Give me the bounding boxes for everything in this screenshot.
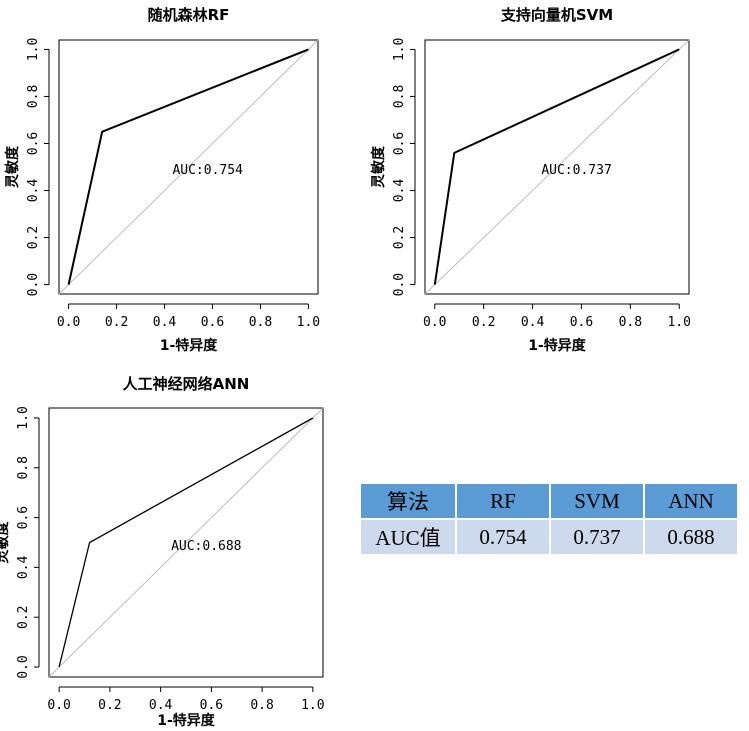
roc-curve	[58, 417, 314, 668]
reference-diagonal	[48, 407, 324, 678]
y-tick-label: 0.4	[392, 179, 407, 203]
y-tick-label: 0.2	[392, 226, 407, 249]
y-tick-label: 0.6	[16, 506, 31, 529]
x-tick-label: 0.6	[200, 698, 223, 713]
x-tick-label: 1.0	[301, 698, 324, 713]
x-axis-label: 1-特异度	[157, 712, 216, 729]
y-tick-label: 1.0	[392, 38, 407, 61]
chart-title: 支持向量机SVM	[500, 6, 613, 24]
y-tick-label: 0.4	[26, 179, 41, 203]
table-header-cell: 算法	[361, 484, 457, 520]
x-tick-label: 0.8	[250, 698, 273, 713]
table-header-cell: ANN	[645, 484, 739, 520]
x-tick-label: 0.4	[153, 315, 177, 330]
plot-frame	[424, 39, 690, 295]
auc-annotation: AUC:0.688	[171, 539, 241, 554]
auc-annotation: AUC:0.737	[541, 163, 611, 178]
x-tick-label: 0.0	[57, 315, 80, 330]
y-tick-label: 0.0	[16, 655, 31, 678]
y-tick-label: 0.8	[16, 456, 31, 479]
roc-chart-3: 人工神经网络ANN 0.0 0.2 0.4 0.6 0.8 1.0 1-特异度 0.0 0.2 0.…	[0, 375, 325, 729]
reference-diagonal	[424, 39, 690, 295]
x-tick-label: 0.2	[105, 315, 128, 330]
x-tick-label: 0.0	[423, 315, 446, 330]
chart-title: 随机森林RF	[148, 6, 230, 24]
y-tick-label: 0.8	[392, 85, 407, 108]
roc-chart-2: 支持向量机SVM 0.0 0.2 0.4 0.6 0.8 1.0 1-特异度 0.0 0.2 0.4…	[370, 6, 691, 354]
y-tick-label: 0.8	[26, 85, 41, 108]
y-axis-label: 灵敏度	[0, 521, 11, 564]
roc-curve	[433, 48, 680, 285]
y-tick-label: 1.0	[26, 38, 41, 61]
x-tick-label: 0.6	[570, 315, 593, 330]
x-tick-label: 0.2	[98, 698, 121, 713]
table-row: AUC值 0.754 0.737 0.688	[361, 520, 739, 556]
y-tick-label: 0.2	[16, 605, 31, 628]
x-tick-label: 1.0	[667, 315, 690, 330]
y-tick-label: 0.2	[26, 226, 41, 249]
auc-table: 算法 RF SVM ANN AUC值 0.754 0.737 0.688	[361, 484, 739, 556]
plot-frame	[48, 407, 324, 678]
table-cell: AUC值	[361, 520, 457, 556]
y-tick-label: 1.0	[16, 406, 31, 429]
y-tick-label: 0.0	[392, 273, 407, 296]
table-cell: 0.754	[457, 520, 551, 556]
y-axis-label: 灵敏度	[4, 145, 21, 188]
y-tick-label: 0.6	[26, 132, 41, 155]
chart-title: 人工神经网络ANN	[123, 375, 250, 393]
auc-annotation: AUC:0.754	[172, 163, 243, 178]
plot-frame	[58, 39, 319, 295]
x-tick-label: 0.8	[249, 315, 272, 330]
x-tick-label: 0.2	[472, 315, 495, 330]
x-tick-label: 0.6	[201, 315, 224, 330]
y-tick-label: 0.6	[392, 132, 407, 155]
x-tick-label: 0.0	[47, 698, 70, 713]
y-axis-label: 灵敏度	[370, 145, 387, 188]
x-tick-label: 0.4	[521, 315, 545, 330]
roc-chart-1: 随机森林RF 0.0 0.2 0.4 0.6 0.8 1.0 1-特异度 0.0 0.2 0.4 0.…	[4, 6, 320, 354]
table-header-cell: SVM	[551, 484, 645, 520]
x-tick-label: 0.8	[619, 315, 642, 330]
table-header-cell: RF	[457, 484, 551, 520]
y-tick-label: 0.4	[16, 555, 31, 579]
roc-curve	[67, 48, 309, 285]
x-tick-label: 1.0	[297, 315, 320, 330]
table-cell: 0.737	[551, 520, 645, 556]
x-axis-label: 1-特异度	[528, 337, 587, 354]
reference-diagonal	[58, 39, 319, 295]
table-cell: 0.688	[645, 520, 739, 556]
table-header-row: 算法 RF SVM ANN	[361, 484, 739, 520]
y-tick-label: 0.0	[26, 273, 41, 296]
x-tick-label: 0.4	[149, 698, 173, 713]
x-axis-label: 1-特异度	[160, 337, 219, 354]
